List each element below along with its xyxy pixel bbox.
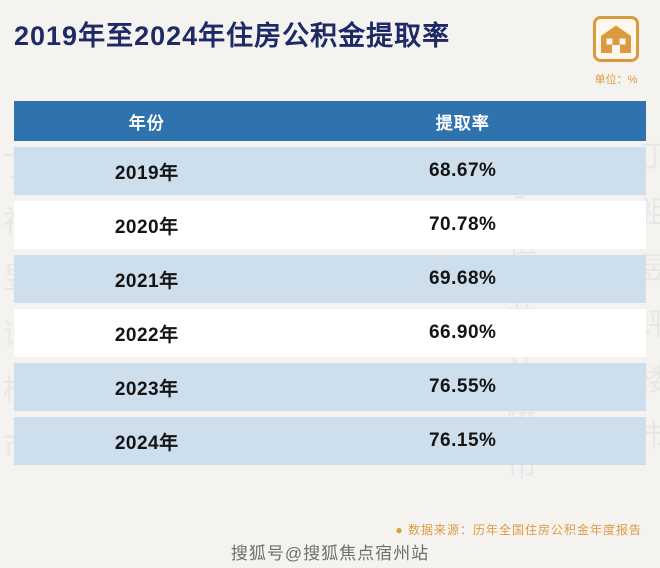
rate-cell: 76.15%: [428, 430, 497, 451]
rate-cell: 69.68%: [428, 268, 497, 289]
year-cell: 2021年: [114, 270, 179, 292]
year-cell: 2023年: [114, 378, 179, 400]
table-row: 2020年 70.78%: [14, 201, 646, 249]
house-icon: [593, 16, 639, 66]
year-cell: 2024年: [114, 432, 179, 454]
year-cell: 2020年: [114, 216, 179, 238]
table-row: 2023年 76.55%: [14, 363, 646, 411]
rate-cell: 76.55%: [428, 376, 497, 397]
site-watermark: 搜狐号@搜狐焦点宿州站: [230, 544, 430, 563]
table-row: 2022年 66.90%: [14, 309, 646, 357]
year-cell: 2019年: [114, 162, 179, 184]
table-header-row: 年份 提取率: [14, 101, 646, 141]
rate-cell: 68.67%: [428, 160, 497, 181]
table-row: 2021年 69.68%: [14, 255, 646, 303]
header: 2019年至2024年住房公积金提取率 单位：%: [0, 0, 660, 87]
year-cell: 2022年: [114, 324, 179, 346]
col-header-year: 年份: [128, 113, 165, 133]
unit-block: 单位：%: [586, 16, 646, 87]
table-row: 2024年 76.15%: [14, 417, 646, 465]
unit-label: 单位：%: [594, 74, 638, 86]
page-title: 2019年至2024年住房公积金提取率: [14, 21, 451, 51]
rate-cell: 66.90%: [428, 322, 497, 343]
rate-table: 年份 提取率 2019年 68.67% 2020年 70.78% 2021年 6…: [14, 101, 646, 465]
rate-cell: 70.78%: [428, 214, 497, 235]
col-header-rate: 提取率: [435, 113, 490, 133]
source-note: ● 数据来源：历年全国住房公积金年度报告: [395, 523, 642, 537]
table-row: 2019年 68.67%: [14, 147, 646, 195]
